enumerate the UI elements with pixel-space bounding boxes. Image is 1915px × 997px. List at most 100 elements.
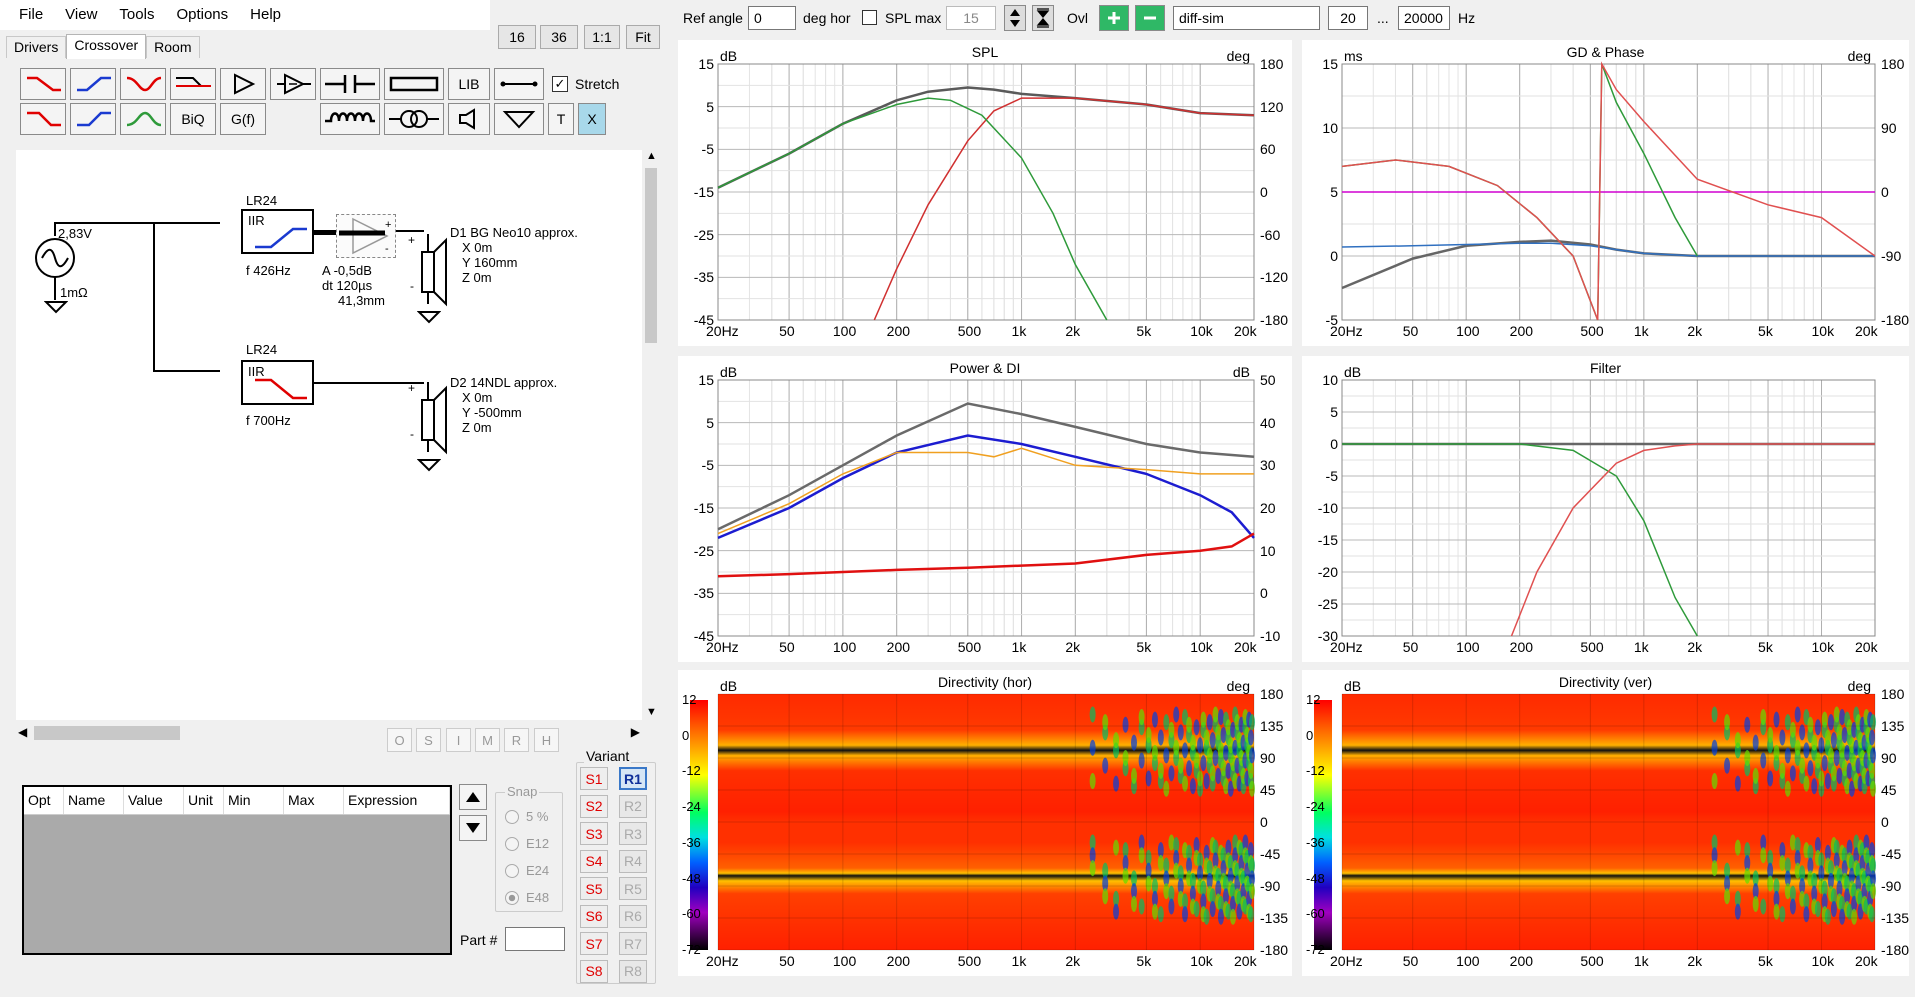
shelf-icon[interactable] <box>170 68 216 100</box>
variant-r1-button[interactable]: R1 <box>619 767 647 790</box>
hscroll-thumb[interactable] <box>34 726 180 740</box>
scroll-left-icon[interactable]: ◀ <box>18 725 28 739</box>
col-name[interactable]: Name <box>64 787 124 814</box>
transformer-icon[interactable] <box>384 103 444 135</box>
filter2-block[interactable]: IIR <box>241 360 314 405</box>
spl-max-input[interactable]: 15 <box>946 6 996 30</box>
opt-o-button[interactable]: O <box>387 728 412 752</box>
lowpass-blue-icon[interactable] <box>70 68 116 100</box>
inductor-icon[interactable] <box>320 103 380 135</box>
plot-area[interactable] <box>1302 40 1909 346</box>
col-opt[interactable]: Opt <box>24 787 64 814</box>
plot-area[interactable] <box>1302 670 1909 976</box>
variant-s4-button[interactable]: S4 <box>580 849 608 873</box>
opt-s-button[interactable]: S <box>416 728 441 752</box>
vscroll-thumb[interactable] <box>645 168 657 343</box>
variant-s5-button[interactable]: S5 <box>580 877 608 900</box>
col-value[interactable]: Value <box>124 787 184 814</box>
menu-view[interactable]: View <box>65 6 98 23</box>
spin-collapse-icon[interactable] <box>1032 5 1054 31</box>
x-button[interactable]: X <box>578 103 606 135</box>
variant-s8-button[interactable]: S8 <box>580 959 608 983</box>
variant-r5-button[interactable]: R5 <box>619 877 647 900</box>
zoom-36-button[interactable]: 36 <box>540 25 578 49</box>
biq-button[interactable]: BiQ <box>170 103 216 135</box>
t-button[interactable]: T <box>548 103 574 135</box>
resistor-icon[interactable] <box>384 68 444 100</box>
opt-i-button[interactable]: I <box>446 728 471 752</box>
wire-icon[interactable] <box>494 68 544 100</box>
scroll-right-icon[interactable]: ▶ <box>630 725 640 739</box>
zoom-16-button[interactable]: 16 <box>498 25 536 49</box>
variant-r3-button[interactable]: R3 <box>619 822 647 845</box>
variant-r7-button[interactable]: R7 <box>619 932 647 955</box>
plot-area[interactable] <box>678 670 1292 976</box>
chart-filter[interactable]: Filter dB 10 5 0 -5 -10 -15 -20 -25 -30 20Hz 50 100 20… <box>1302 356 1909 662</box>
driver2-speaker-icon[interactable]: +- <box>408 380 458 460</box>
chart-power[interactable]: Power & DI dB dB 15 5 -5 -15 -25 -35 -45 50 40 30 20 1… <box>678 356 1292 662</box>
freq-low-input[interactable]: 20 <box>1328 6 1368 30</box>
overlay-name-input[interactable]: diff-sim <box>1173 6 1320 30</box>
chart-spl[interactable]: SPL dB deg 15 5 -5 -15 -25 -35 -45 180 120 60 0 -60 -12… <box>678 40 1292 346</box>
variant-s7-button[interactable]: S7 <box>580 932 608 955</box>
opt-r-button[interactable]: R <box>504 728 529 752</box>
zoom-1to1-button[interactable]: 1:1 <box>584 25 620 49</box>
remove-overlay-icon[interactable] <box>1135 5 1165 31</box>
spl-max-checkbox[interactable] <box>862 10 877 25</box>
plot-area[interactable] <box>1302 356 1909 662</box>
col-expression[interactable]: Expression <box>344 787 450 814</box>
col-max[interactable]: Max <box>284 787 344 814</box>
lib-button[interactable]: LIB <box>448 68 490 100</box>
col-unit[interactable]: Unit <box>184 787 224 814</box>
speaker-icon[interactable] <box>448 103 490 135</box>
spin-updown-icon[interactable] <box>1004 5 1026 31</box>
part-number-input[interactable] <box>505 927 565 951</box>
col-min[interactable]: Min <box>224 787 284 814</box>
schematic-canvas[interactable]: 2,83V 1mΩ LR24 IIR f 426Hz + - A -0,5dB d… <box>16 150 642 720</box>
freq-high-input[interactable]: 20000 <box>1398 6 1450 30</box>
capacitor-icon[interactable] <box>320 68 380 100</box>
canvas-vertical-scrollbar[interactable]: ▲ ▼ <box>642 150 660 720</box>
variant-r4-button[interactable]: R4 <box>619 849 647 873</box>
scroll-down-icon[interactable]: ▼ <box>646 706 657 718</box>
variant-r2-button[interactable]: R2 <box>619 794 647 818</box>
driver1-speaker-icon[interactable]: +- <box>408 232 458 312</box>
notch-red-icon[interactable] <box>120 68 166 100</box>
variant-r8-button[interactable]: R8 <box>619 959 647 983</box>
move-down-icon[interactable] <box>459 815 487 841</box>
variant-s1-button[interactable]: S1 <box>580 767 608 790</box>
delay-amp-icon[interactable] <box>270 68 316 100</box>
parameter-table[interactable]: Opt Name Value Unit Min Max Expression <box>22 785 452 955</box>
variant-r6-button[interactable]: R6 <box>619 904 647 928</box>
move-up-icon[interactable] <box>459 784 487 810</box>
snap-5pct-radio[interactable] <box>505 810 519 824</box>
snap-e12-radio[interactable] <box>505 837 519 851</box>
peak-green-icon[interactable] <box>120 103 166 135</box>
lowpass-red-icon[interactable] <box>20 103 66 135</box>
menu-help[interactable]: Help <box>250 6 282 23</box>
variant-s2-button[interactable]: S2 <box>580 794 608 818</box>
tab-room[interactable]: Room <box>146 36 200 58</box>
menu-tools[interactable]: Tools <box>119 6 155 23</box>
chart-dirv[interactable]: Directivity (ver) dB deg 12 0 -12 -24 -36 -48 -60… <box>1302 670 1909 976</box>
plot-area[interactable] <box>678 40 1292 346</box>
zoom-fit-button[interactable]: Fit <box>626 25 660 49</box>
opt-h-button[interactable]: H <box>534 728 559 752</box>
tab-drivers[interactable]: Drivers <box>6 36 67 58</box>
delay-amp-block[interactable]: + - <box>336 214 396 258</box>
add-overlay-icon[interactable] <box>1099 5 1129 31</box>
amplifier-icon[interactable] <box>220 68 266 100</box>
ref-angle-input[interactable]: 0 <box>748 6 796 30</box>
ground-icon[interactable] <box>494 103 544 135</box>
gf-button[interactable]: G(f) <box>220 103 266 135</box>
chart-dirh[interactable]: Directivity (hor) dB deg 12 0 -12 -24 -36 -48 -60… <box>678 670 1292 976</box>
chart-gd[interactable]: GD & Phase ms deg 15 10 5 0 -5 180 90 0 -90 -180 20Hz… <box>1302 40 1909 346</box>
plot-area[interactable] <box>678 356 1292 662</box>
tab-crossover[interactable]: Crossover <box>66 34 147 59</box>
stretch-checkbox[interactable]: ✓ <box>552 76 568 92</box>
variant-s3-button[interactable]: S3 <box>580 822 608 845</box>
filter1-block[interactable]: IIR <box>241 209 314 254</box>
variant-s6-button[interactable]: S6 <box>580 904 608 928</box>
snap-e24-radio[interactable] <box>505 864 519 878</box>
highpass-red-icon[interactable] <box>20 68 66 100</box>
